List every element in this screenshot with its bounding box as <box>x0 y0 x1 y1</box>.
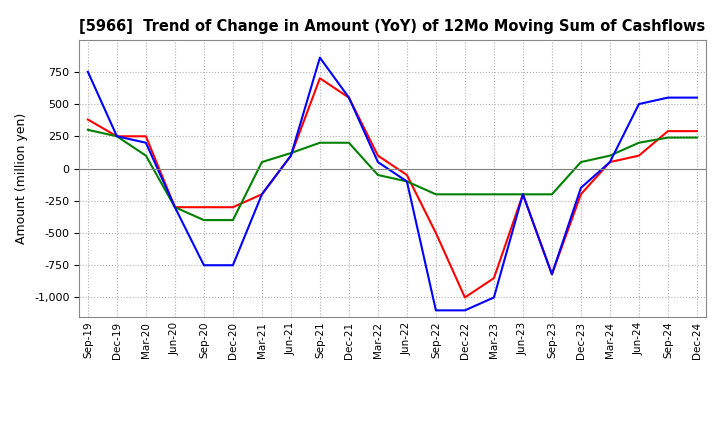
Free Cashflow <box>374 159 382 165</box>
Free Cashflow <box>142 140 150 145</box>
Investing Cashflow <box>374 172 382 178</box>
Operating Cashflow <box>577 192 585 197</box>
Free Cashflow <box>287 153 295 158</box>
Free Cashflow <box>431 308 440 313</box>
Investing Cashflow <box>431 192 440 197</box>
Operating Cashflow <box>693 128 701 134</box>
Operating Cashflow <box>258 192 266 197</box>
Investing Cashflow <box>693 135 701 140</box>
Investing Cashflow <box>315 140 324 145</box>
Operating Cashflow <box>548 271 557 277</box>
Free Cashflow <box>461 308 469 313</box>
Line: Free Cashflow: Free Cashflow <box>88 58 697 310</box>
Free Cashflow <box>112 134 121 139</box>
Free Cashflow <box>402 179 411 184</box>
Operating Cashflow <box>345 95 354 100</box>
Investing Cashflow <box>634 140 643 145</box>
Operating Cashflow <box>431 231 440 236</box>
Operating Cashflow <box>374 153 382 158</box>
Operating Cashflow <box>490 275 498 281</box>
Operating Cashflow <box>634 153 643 158</box>
Operating Cashflow <box>142 134 150 139</box>
Investing Cashflow <box>606 153 614 158</box>
Investing Cashflow <box>402 179 411 184</box>
Investing Cashflow <box>345 140 354 145</box>
Free Cashflow <box>490 295 498 300</box>
Operating Cashflow <box>228 205 237 210</box>
Free Cashflow <box>664 95 672 100</box>
Free Cashflow <box>606 159 614 165</box>
Investing Cashflow <box>258 159 266 165</box>
Y-axis label: Amount (million yen): Amount (million yen) <box>15 113 28 244</box>
Free Cashflow <box>315 55 324 60</box>
Operating Cashflow <box>199 205 208 210</box>
Investing Cashflow <box>112 134 121 139</box>
Operating Cashflow <box>84 117 92 122</box>
Investing Cashflow <box>664 135 672 140</box>
Operating Cashflow <box>315 76 324 81</box>
Free Cashflow <box>548 271 557 277</box>
Free Cashflow <box>634 102 643 107</box>
Investing Cashflow <box>461 192 469 197</box>
Free Cashflow <box>518 192 527 197</box>
Free Cashflow <box>258 192 266 197</box>
Free Cashflow <box>84 69 92 74</box>
Operating Cashflow <box>171 205 179 210</box>
Investing Cashflow <box>199 217 208 223</box>
Title: [5966]  Trend of Change in Amount (YoY) of 12Mo Moving Sum of Cashflows: [5966] Trend of Change in Amount (YoY) o… <box>79 19 706 34</box>
Line: Investing Cashflow: Investing Cashflow <box>88 130 697 220</box>
Investing Cashflow <box>228 217 237 223</box>
Operating Cashflow <box>112 134 121 139</box>
Investing Cashflow <box>518 192 527 197</box>
Free Cashflow <box>577 185 585 191</box>
Investing Cashflow <box>171 205 179 210</box>
Investing Cashflow <box>142 153 150 158</box>
Free Cashflow <box>693 95 701 100</box>
Operating Cashflow <box>287 153 295 158</box>
Line: Operating Cashflow: Operating Cashflow <box>88 78 697 297</box>
Investing Cashflow <box>287 150 295 156</box>
Investing Cashflow <box>490 192 498 197</box>
Investing Cashflow <box>84 127 92 132</box>
Free Cashflow <box>171 205 179 210</box>
Free Cashflow <box>199 263 208 268</box>
Operating Cashflow <box>606 159 614 165</box>
Operating Cashflow <box>461 295 469 300</box>
Free Cashflow <box>345 95 354 100</box>
Operating Cashflow <box>402 172 411 178</box>
Investing Cashflow <box>548 192 557 197</box>
Operating Cashflow <box>664 128 672 134</box>
Investing Cashflow <box>577 159 585 165</box>
Operating Cashflow <box>518 192 527 197</box>
Free Cashflow <box>228 263 237 268</box>
